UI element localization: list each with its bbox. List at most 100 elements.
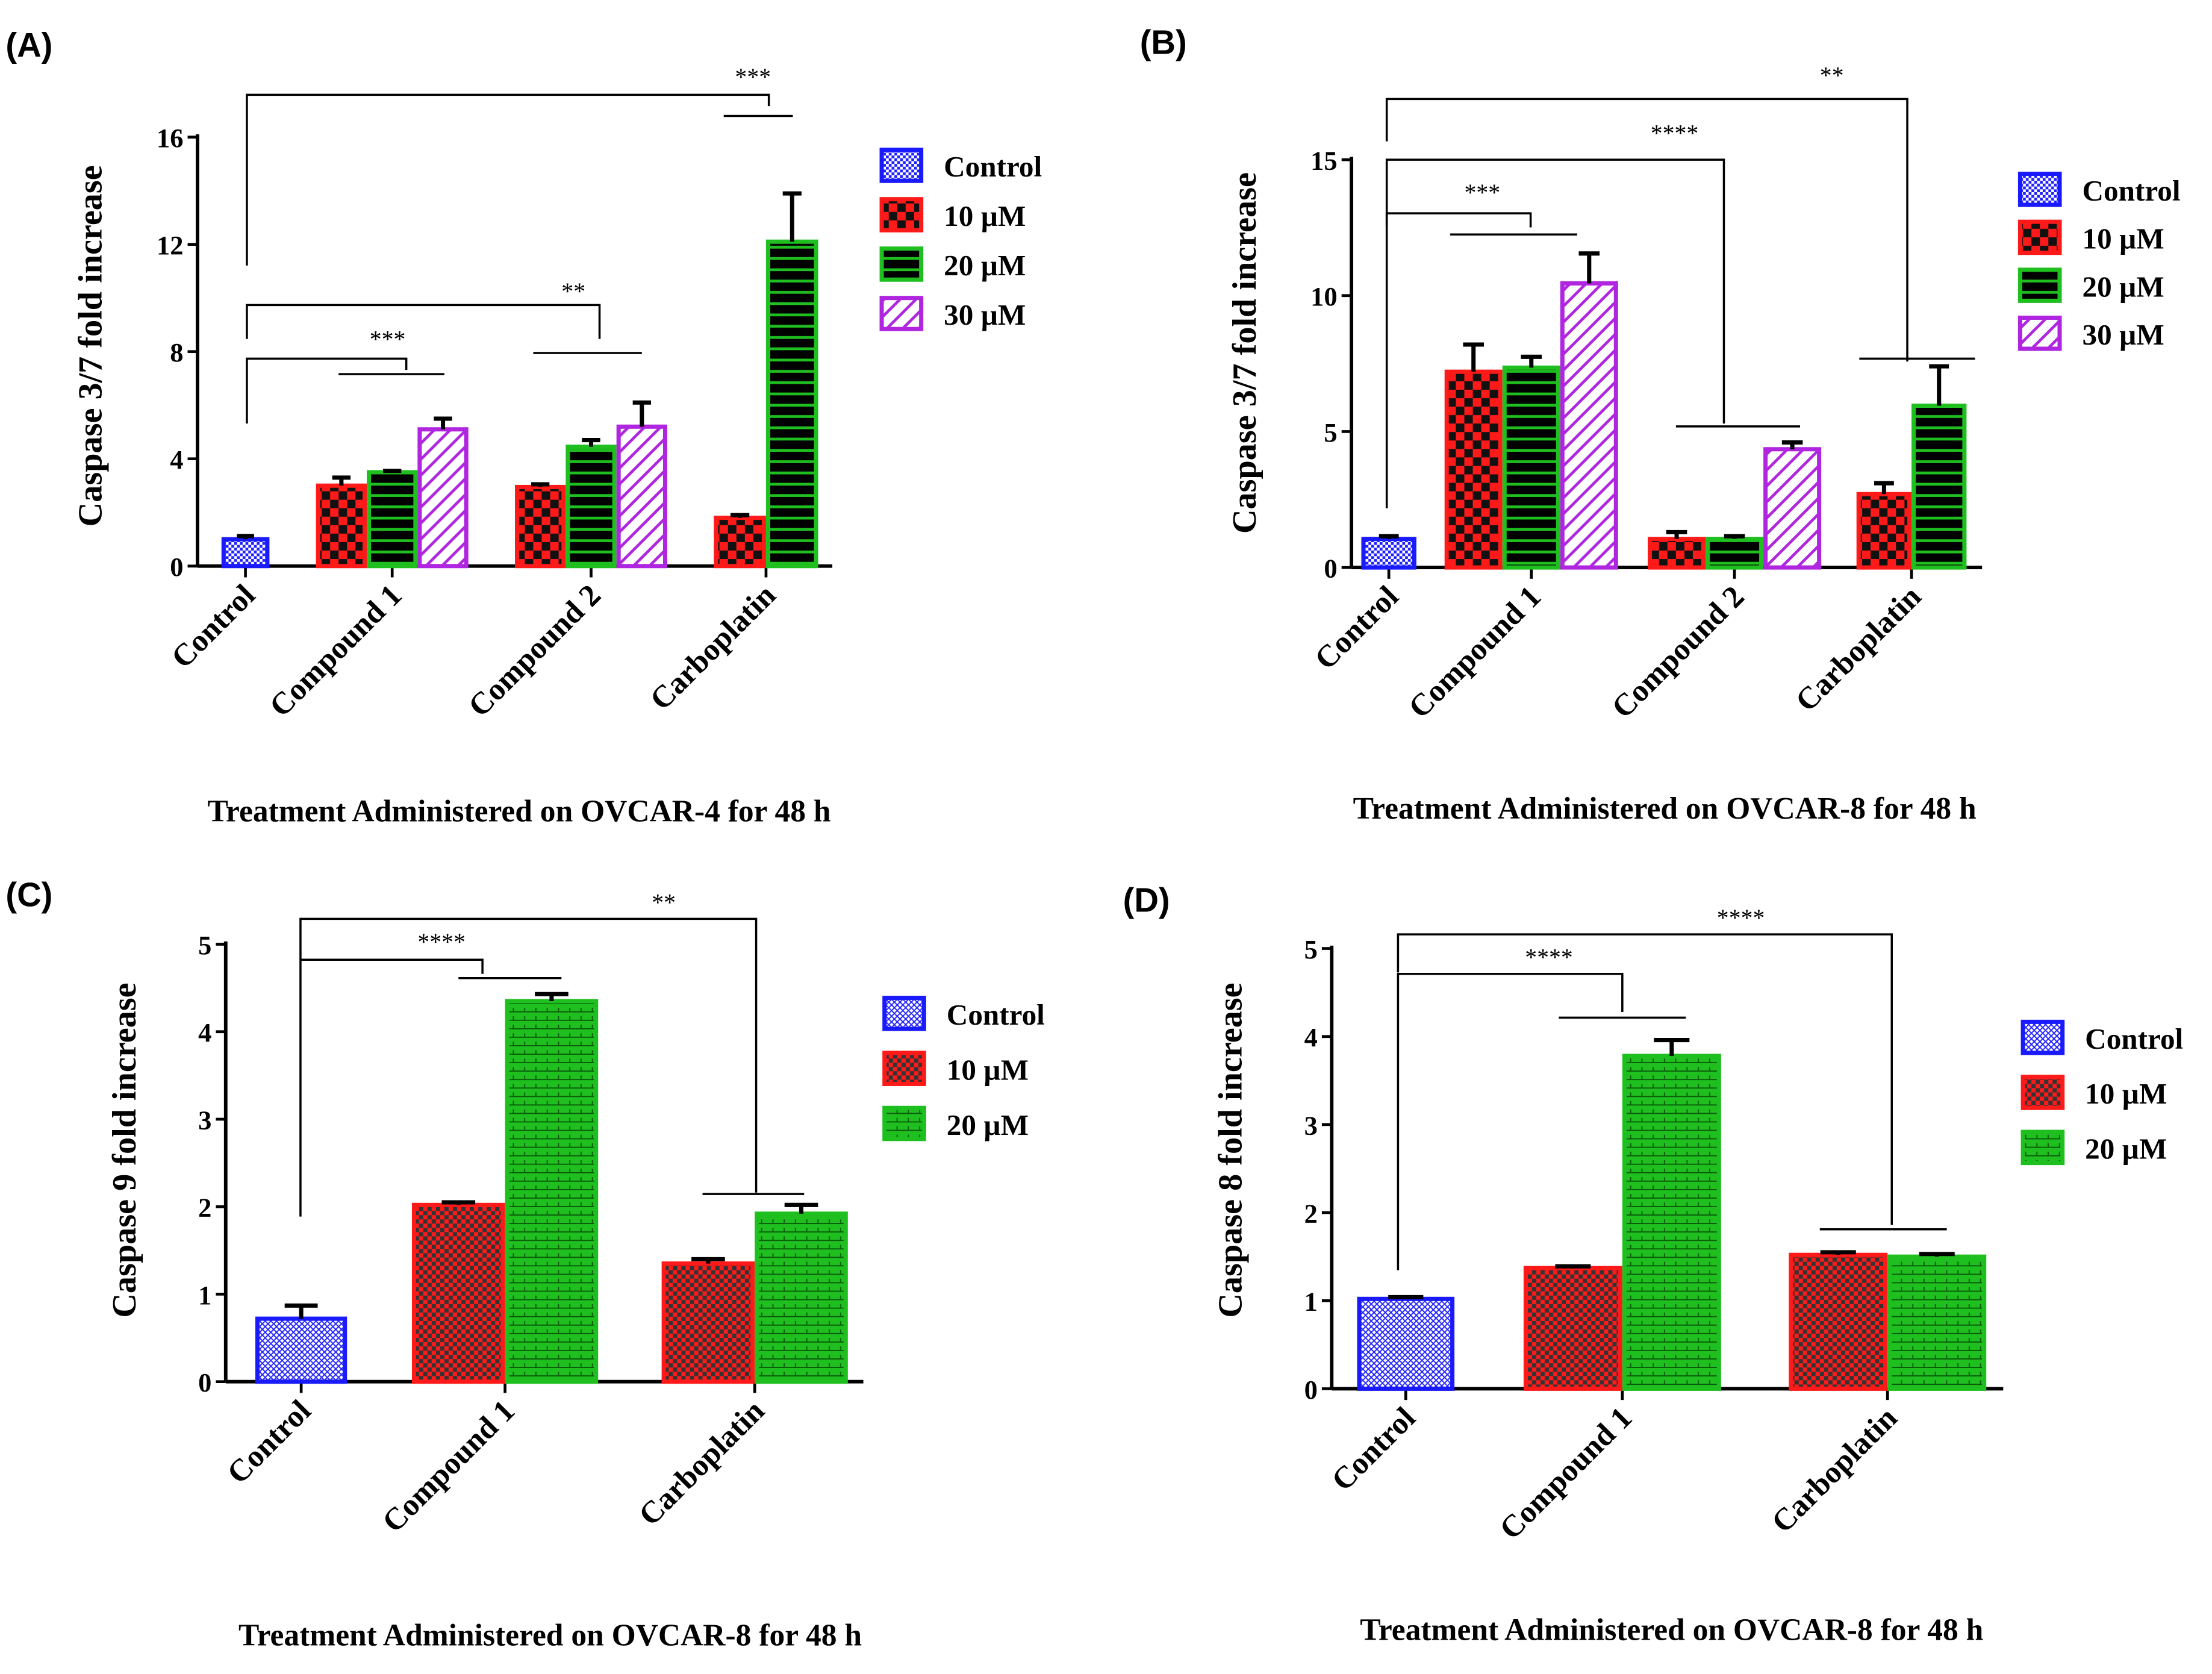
- bar-control: [1361, 537, 1416, 570]
- significance-bracket: [299, 917, 758, 1193]
- legend-label: 20 µM: [2082, 270, 2164, 303]
- significance-bracket: [1385, 98, 1908, 362]
- y-tick-label: 4: [1304, 1022, 1318, 1052]
- panel-label: (D): [1123, 881, 1170, 919]
- legend-label: Control: [2082, 174, 2180, 207]
- legend-label: 30 µM: [944, 298, 1026, 331]
- legend-label: 10 µM: [944, 199, 1026, 233]
- x-tick-label: Control: [1325, 1401, 1422, 1498]
- legend-label: 10 µM: [2082, 222, 2164, 255]
- bar-control: [255, 1316, 347, 1384]
- bar-20m: [1706, 537, 1764, 570]
- significance-stars: ***: [735, 64, 771, 90]
- x-tick-label: Carboplatin: [632, 1393, 771, 1532]
- x-axis-title: Treatment Administered on OVCAR-8 for 48…: [238, 1619, 862, 1653]
- bar-30m: [1560, 281, 1618, 570]
- y-tick-label: 3: [198, 1105, 211, 1135]
- x-tick-label: Compound 2: [1606, 579, 1751, 725]
- significance-stars: ***: [1464, 180, 1500, 206]
- y-tick-label: 0: [170, 552, 183, 582]
- bar-20m: [1502, 365, 1560, 570]
- bar-30m: [417, 427, 469, 569]
- y-tick-label: 8: [170, 337, 183, 367]
- bar-20m: [505, 999, 599, 1384]
- y-tick-label: 10: [1310, 281, 1338, 311]
- panel-label: (A): [5, 26, 52, 64]
- legend-swatch: [2017, 219, 2062, 255]
- legend-label: 20 µM: [947, 1108, 1029, 1142]
- legend-swatch: [882, 996, 926, 1031]
- bar-10m: [1523, 1266, 1622, 1391]
- legend-label: 20 µM: [2085, 1132, 2167, 1166]
- bar-10m: [316, 483, 367, 569]
- legend-swatch: [882, 1105, 926, 1142]
- legend-swatch: [2020, 1075, 2065, 1110]
- panel-label: (C): [5, 875, 52, 913]
- x-tick-label: Compound 1: [1402, 579, 1548, 725]
- legend-label: Control: [2085, 1022, 2183, 1055]
- significance-bracket: [1397, 972, 1624, 1270]
- x-tick-label: Compound 1: [1493, 1401, 1639, 1546]
- bar-20m: [765, 239, 818, 569]
- significance-stars: ****: [1651, 120, 1699, 147]
- x-tick-label: Control: [165, 578, 262, 675]
- bar-20m: [1887, 1254, 1987, 1391]
- bar-10m: [1789, 1252, 1888, 1391]
- x-tick-label: Carboplatin: [1789, 579, 1928, 719]
- y-tick-label: 1: [1304, 1287, 1318, 1317]
- bar-10m: [1444, 369, 1503, 570]
- y-tick-label: 15: [1310, 146, 1338, 176]
- significance-stars: **: [561, 278, 585, 305]
- y-axis-label: Caspase 3/7 fold increase: [72, 165, 110, 526]
- y-tick-label: 5: [1324, 417, 1337, 448]
- y-tick-label: 0: [1324, 553, 1337, 583]
- legend-swatch: [2020, 1019, 2065, 1055]
- y-tick-label: 4: [198, 1017, 211, 1048]
- y-tick-label: 12: [157, 230, 183, 260]
- significance-bracket: [299, 958, 484, 1217]
- bar-20m: [755, 1211, 848, 1384]
- legend-swatch: [879, 197, 924, 233]
- x-tick-label: Carboplatin: [1765, 1401, 1904, 1540]
- bar-20m: [1622, 1054, 1721, 1391]
- legend-label: Control: [947, 998, 1045, 1031]
- chart-panel-b: (B) 0 5 10 15 Caspase 3/7 fold increase Treatm…: [1140, 23, 2181, 826]
- y-tick-label: 5: [198, 930, 211, 960]
- significance-bracket: [1385, 158, 1725, 424]
- x-tick-label: Control: [220, 1393, 317, 1490]
- bar-10m: [714, 516, 766, 569]
- significance-stars: ****: [1717, 905, 1765, 931]
- y-tick-label: 3: [1304, 1110, 1318, 1140]
- chart-panel-d: (D) 0 1 2 3 4 5 Caspase 8 fold increase Treatmen…: [1123, 881, 2184, 1647]
- x-axis-title: Treatment Administered on OVCAR-8 for 48…: [1353, 792, 1977, 826]
- bar-30m: [1763, 447, 1822, 570]
- bar-10m: [661, 1261, 755, 1384]
- x-tick-label: Control: [1308, 579, 1405, 676]
- legend-swatch: [882, 1051, 926, 1086]
- y-axis-label: Caspase 8 fold increase: [1212, 982, 1249, 1317]
- y-tick-label: 4: [170, 445, 183, 475]
- y-tick-label: 2: [198, 1193, 211, 1223]
- bar-10m: [515, 484, 566, 569]
- y-tick-label: 1: [198, 1280, 211, 1310]
- y-tick-label: 5: [1304, 934, 1318, 964]
- chart-panel-a: (A) 0 4 8 12 16 Caspase 3/7 fold increase Treat…: [5, 26, 1042, 829]
- legend-label: 10 µM: [2085, 1077, 2167, 1110]
- legend-swatch: [879, 296, 924, 331]
- legend-label: 10 µM: [947, 1053, 1029, 1086]
- legend-swatch: [2017, 315, 2062, 351]
- x-tick-label: Compound 1: [263, 578, 409, 723]
- legend-swatch: [2017, 267, 2062, 303]
- bar-10m: [1648, 537, 1706, 570]
- significance-bracket: [246, 357, 408, 424]
- bar-20m: [1911, 404, 1967, 570]
- panel-label: (B): [1140, 23, 1187, 61]
- bar-20m: [367, 470, 418, 569]
- x-tick-label: Compound 1: [376, 1393, 522, 1539]
- legend-swatch: [2017, 172, 2062, 207]
- legend-label: 30 µM: [2082, 318, 2164, 351]
- bar-control: [221, 537, 270, 569]
- bar-10m: [1856, 492, 1912, 570]
- x-tick-label: Compound 2: [462, 578, 608, 723]
